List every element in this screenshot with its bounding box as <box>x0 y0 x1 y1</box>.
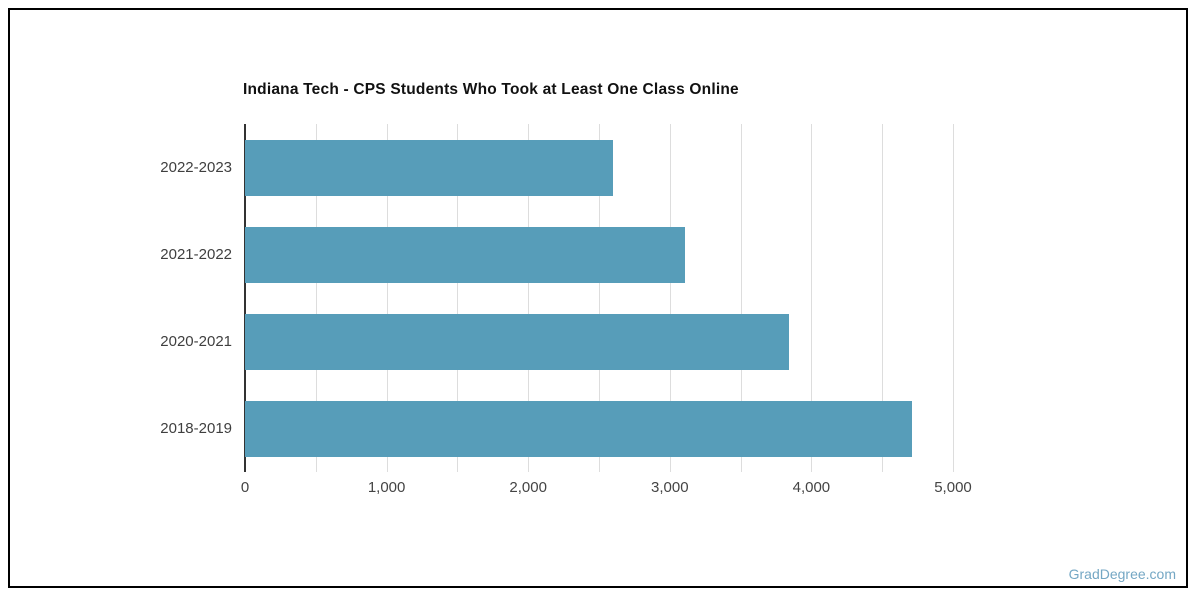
y-axis-label: 2018-2019 <box>160 419 232 437</box>
gridline <box>457 124 459 472</box>
gridline <box>740 124 742 472</box>
x-axis-label: 0 <box>240 479 250 496</box>
bar-2020-2021 <box>245 313 789 370</box>
watermark-link[interactable]: GradDegree.com <box>1068 566 1176 582</box>
chart-title: Indiana Tech - CPS Students Who Took at … <box>243 81 739 98</box>
y-axis-label: 2021-2022 <box>160 245 232 263</box>
gridline <box>669 124 671 472</box>
x-axis-label: 2,000 <box>509 479 547 496</box>
gridline <box>811 124 813 472</box>
gridline <box>953 124 954 472</box>
gridline <box>315 124 317 472</box>
x-axis-label: 1,000 <box>367 479 406 496</box>
y-axis-label: 2020-2021 <box>160 332 232 350</box>
gridline <box>386 124 388 472</box>
y-axis-line <box>244 124 246 472</box>
plot-area <box>244 124 954 472</box>
bar-2022-2023 <box>245 139 614 196</box>
chart-border-frame <box>8 8 1188 588</box>
gridline <box>528 124 530 472</box>
x-axis-label: 3,000 <box>651 479 689 496</box>
y-axis-label: 2022-2023 <box>160 158 232 176</box>
gridline <box>599 124 600 472</box>
gridline <box>882 124 884 472</box>
bar-2018-2019 <box>245 400 912 457</box>
bar-2021-2022 <box>245 226 686 283</box>
x-axis-label: 5,000 <box>934 479 972 496</box>
x-axis-label: 4,000 <box>792 479 831 496</box>
